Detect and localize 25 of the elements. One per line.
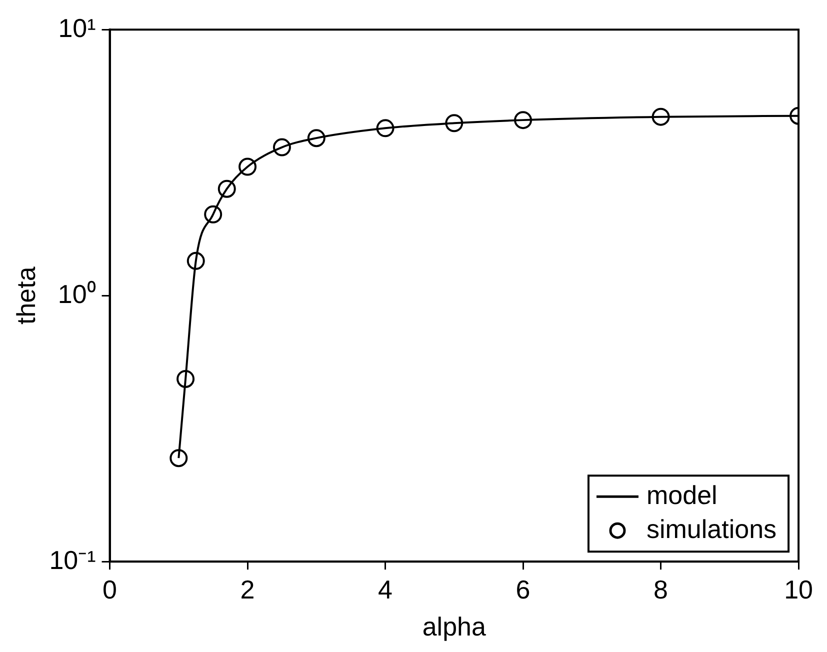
point — [238, 158, 257, 176]
legend-label: model — [646, 480, 718, 510]
point — [204, 205, 222, 224]
point — [445, 114, 464, 132]
point — [307, 129, 326, 148]
point — [272, 138, 291, 156]
point — [376, 119, 394, 138]
x-tick-label: 8 — [654, 574, 668, 604]
y-tick-label: 10¹ — [58, 12, 96, 43]
x-tick-label: 6 — [516, 574, 530, 604]
y-tick-label: 10⁰ — [58, 278, 96, 309]
point — [218, 180, 236, 198]
point — [170, 449, 188, 468]
y-axis-title: theta — [10, 266, 41, 325]
x-tick-label: 0 — [102, 574, 118, 604]
x-tick-label: 4 — [378, 574, 393, 604]
point — [514, 111, 532, 130]
y-tick-label: 10⁻¹ — [49, 544, 96, 575]
point — [176, 370, 195, 388]
x-tick-label: 2 — [240, 574, 255, 604]
x-tick-label: 10 — [784, 574, 813, 604]
point — [652, 108, 670, 126]
x-axis-title: alpha — [422, 612, 487, 642]
legend-label: simulations — [646, 514, 777, 544]
point — [186, 252, 205, 270]
